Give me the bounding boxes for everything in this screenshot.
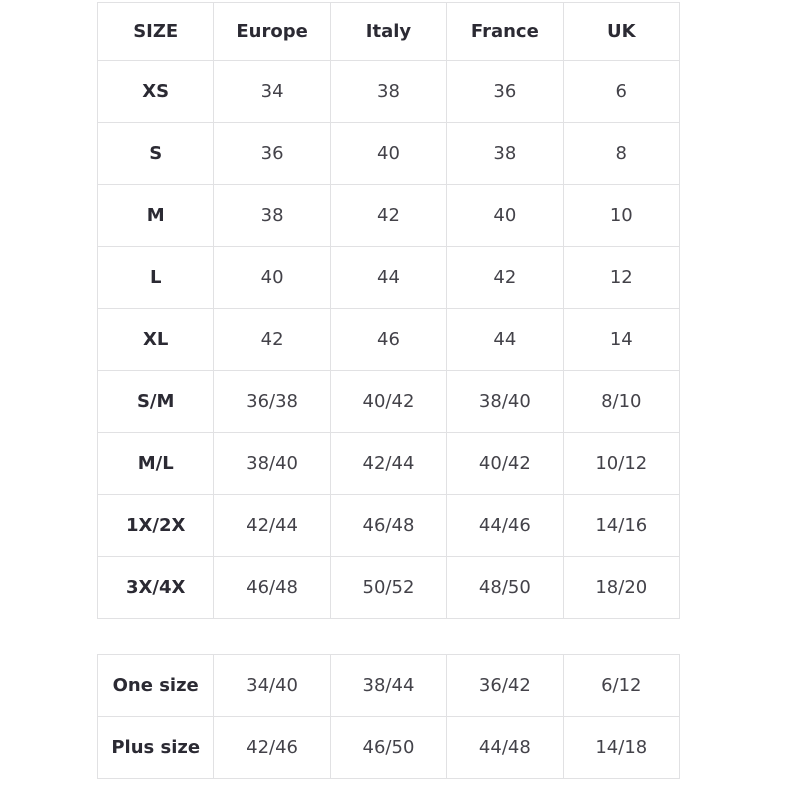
cell-france: 40: [446, 184, 564, 247]
column-header-france: France: [446, 2, 564, 61]
size-label: S/M: [96, 370, 215, 433]
cell-uk: 14/18: [562, 716, 681, 779]
table-row-s: S 36 40 38 8: [96, 122, 681, 185]
cell-italy: 42/44: [329, 432, 448, 495]
cell-uk: 6/12: [562, 654, 681, 717]
table-row-sm: S/M 36/38 40/42 38/40 8/10: [96, 370, 681, 433]
table-row-xs: XS 34 38 36 6: [96, 60, 681, 123]
cell-europe: 42: [213, 308, 331, 371]
cell-uk: 8: [562, 122, 681, 185]
cell-italy: 38/44: [329, 654, 448, 717]
table-row-1x2x: 1X/2X 42/44 46/48 44/46 14/16: [96, 494, 681, 557]
cell-italy: 46/48: [329, 494, 448, 557]
cell-italy: 46: [329, 308, 448, 371]
cell-italy: 42: [329, 184, 448, 247]
table-row-l: L 40 44 42 12: [96, 246, 681, 309]
cell-uk: 6: [562, 60, 681, 123]
column-header-europe: Europe: [213, 2, 331, 61]
size-label: XS: [96, 60, 215, 123]
cell-uk: 14/16: [562, 494, 681, 557]
cell-europe: 38: [213, 184, 331, 247]
cell-italy: 46/50: [329, 716, 448, 779]
cell-france: 48/50: [446, 556, 564, 619]
cell-france: 36: [446, 60, 564, 123]
cell-europe: 36: [213, 122, 331, 185]
cell-europe: 42/46: [213, 716, 331, 779]
table-row-3x4x: 3X/4X 46/48 50/52 48/50 18/20: [96, 556, 681, 619]
cell-italy: 38: [329, 60, 448, 123]
cell-france: 38: [446, 122, 564, 185]
cell-france: 44/48: [446, 716, 564, 779]
tables-gap: [97, 619, 800, 654]
size-label: Plus size: [96, 716, 215, 779]
cell-europe: 40: [213, 246, 331, 309]
table-row-xl: XL 42 46 44 14: [96, 308, 681, 371]
cell-italy: 40: [329, 122, 448, 185]
table-row-one-size: One size 34/40 38/44 36/42 6/12: [96, 654, 681, 717]
cell-uk: 18/20: [562, 556, 681, 619]
cell-france: 42: [446, 246, 564, 309]
cell-europe: 38/40: [213, 432, 331, 495]
size-label: S: [96, 122, 215, 185]
cell-europe: 34: [213, 60, 331, 123]
size-label: XL: [96, 308, 215, 371]
cell-france: 44/46: [446, 494, 564, 557]
column-header-uk: UK: [562, 2, 681, 61]
cell-uk: 12: [562, 246, 681, 309]
cell-uk: 10/12: [562, 432, 681, 495]
cell-uk: 8/10: [562, 370, 681, 433]
table-row-plus-size: Plus size 42/46 46/50 44/48 14/18: [96, 716, 681, 779]
table-row-m: M 38 42 40 10: [96, 184, 681, 247]
size-label: M: [96, 184, 215, 247]
special-sizes-table: One size 34/40 38/44 36/42 6/12 Plus siz…: [96, 654, 681, 779]
cell-europe: 46/48: [213, 556, 331, 619]
cell-europe: 36/38: [213, 370, 331, 433]
size-label: 1X/2X: [96, 494, 215, 557]
cell-europe: 34/40: [213, 654, 331, 717]
cell-france: 38/40: [446, 370, 564, 433]
cell-france: 36/42: [446, 654, 564, 717]
cell-france: 44: [446, 308, 564, 371]
column-header-size: SIZE: [96, 2, 215, 61]
cell-uk: 14: [562, 308, 681, 371]
cell-italy: 40/42: [329, 370, 448, 433]
cell-italy: 44: [329, 246, 448, 309]
table-header-row: SIZE Europe Italy France UK: [96, 2, 681, 61]
size-label: L: [96, 246, 215, 309]
size-label: One size: [96, 654, 215, 717]
size-conversion-table: SIZE Europe Italy France UK XS 34 38 36 …: [96, 2, 681, 619]
cell-uk: 10: [562, 184, 681, 247]
size-label: M/L: [96, 432, 215, 495]
size-label: 3X/4X: [96, 556, 215, 619]
cell-italy: 50/52: [329, 556, 448, 619]
cell-france: 40/42: [446, 432, 564, 495]
column-header-italy: Italy: [329, 2, 448, 61]
cell-europe: 42/44: [213, 494, 331, 557]
table-row-ml: M/L 38/40 42/44 40/42 10/12: [96, 432, 681, 495]
